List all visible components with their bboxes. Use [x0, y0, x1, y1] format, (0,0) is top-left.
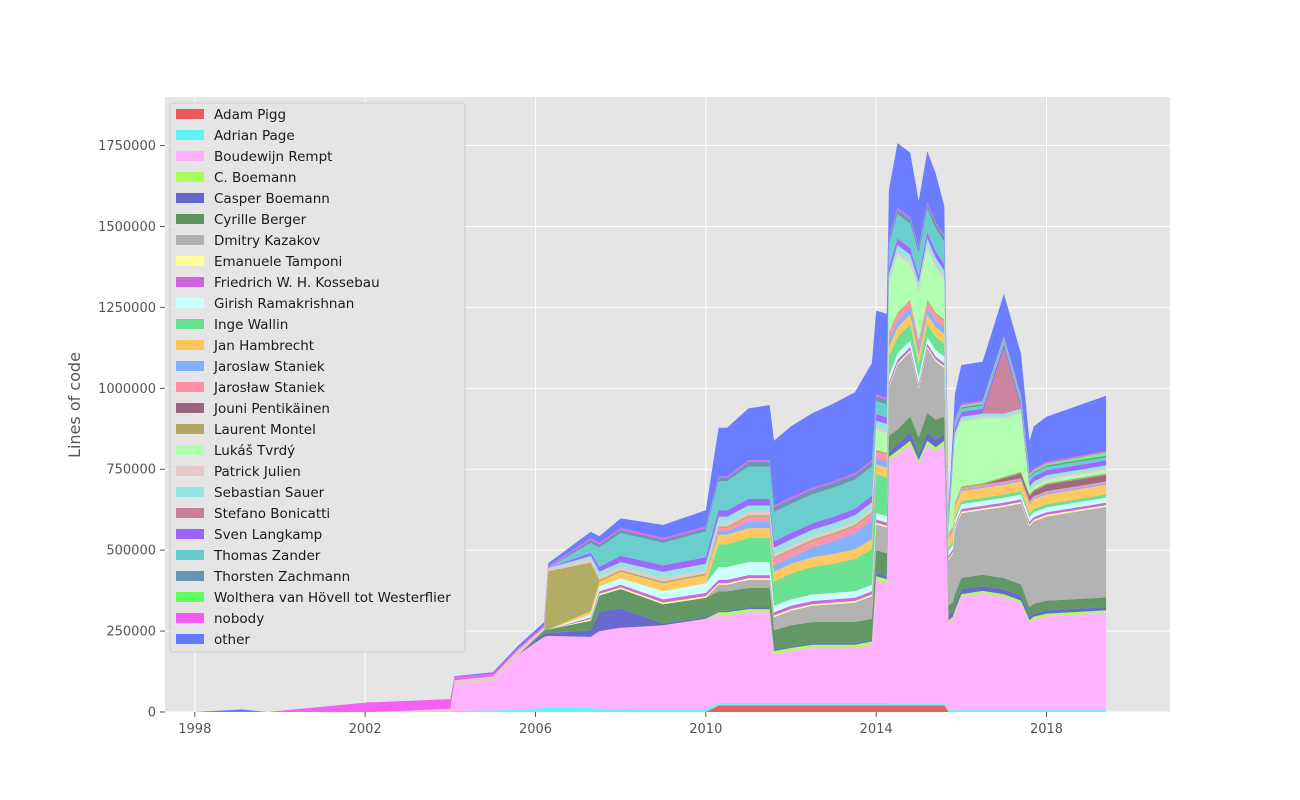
legend-label: Jarosław Staniek [213, 380, 325, 396]
legend-swatch [176, 340, 204, 350]
y-tick-label: 250000 [106, 625, 156, 640]
y-tick-label: 750000 [106, 463, 156, 478]
x-tick-label: 2010 [689, 722, 722, 737]
legend-label: Laurent Montel [214, 422, 316, 438]
legend-label: Emanuele Tamponi [214, 254, 342, 270]
y-tick-label: 1250000 [98, 301, 156, 316]
legend-label: Girish Ramakrishnan [214, 296, 354, 312]
legend-swatch [176, 403, 204, 413]
legend-swatch [176, 109, 204, 119]
legend-label: Boudewijn Rempt [214, 149, 332, 165]
x-tick-label: 2018 [1030, 722, 1063, 737]
legend-label: Adam Pigg [214, 107, 286, 123]
y-tick-label: 1750000 [98, 139, 156, 154]
legend-label: Friedrich W. H. Kossebau [214, 275, 380, 291]
legend-label: Wolthera van Hövell tot Westerflier [214, 590, 451, 606]
legend-swatch [176, 382, 204, 392]
legend-swatch [176, 277, 204, 287]
legend-label: nobody [214, 611, 264, 627]
area-series [194, 444, 1107, 712]
legend-swatch [176, 571, 204, 581]
legend-swatch [176, 151, 204, 161]
x-tick-label: 2014 [860, 722, 893, 737]
x-tick-label: 1998 [178, 722, 211, 737]
legend-label: Thorsten Zachmann [213, 569, 350, 585]
legend-swatch [176, 613, 204, 623]
legend-swatch [176, 529, 204, 539]
y-tick-label: 1500000 [98, 220, 156, 235]
legend-swatch [176, 172, 204, 182]
legend-label: other [214, 632, 250, 648]
legend-label: Casper Boemann [214, 191, 330, 207]
legend-swatch [176, 235, 204, 245]
y-axis-label: Lines of code [65, 352, 84, 458]
legend-label: Lukáš Tvrdý [214, 443, 295, 459]
legend-swatch [176, 130, 204, 140]
legend-label: Adrian Page [214, 128, 295, 144]
legend-label: Stefano Bonicatti [214, 506, 330, 522]
x-tick-label: 2006 [519, 722, 552, 737]
legend-swatch [176, 508, 204, 518]
legend-swatch [176, 634, 204, 644]
legend-swatch [176, 319, 204, 329]
legend-swatch [176, 424, 204, 434]
legend-label: Sven Langkamp [214, 527, 322, 543]
legend-frame [169, 102, 466, 653]
legend-label: Dmitry Kazakov [214, 233, 320, 249]
legend: Adam Pigg Adrian Page Boudewijn Rempt C. Bo… [169, 102, 466, 653]
x-tick-label: 2002 [349, 722, 382, 737]
legend-label: C. Boemann [214, 170, 296, 186]
legend-label: Inge Wallin [214, 317, 288, 333]
legend-swatch [176, 466, 204, 476]
legend-swatch [176, 592, 204, 602]
legend-swatch [176, 361, 204, 371]
legend-swatch [176, 445, 204, 455]
legend-label: Jouni Pentikäinen [213, 401, 330, 417]
legend-label: Cyrille Berger [214, 212, 307, 228]
legend-swatch [176, 550, 204, 560]
legend-label: Jaroslaw Staniek [213, 359, 325, 375]
y-tick-label: 1000000 [98, 382, 156, 397]
area-series [194, 702, 1107, 712]
area-series [194, 705, 1107, 712]
y-axis: 0 250000 500000 750000 1000000 1250000 1500000… [98, 139, 165, 721]
legend-swatch [176, 298, 204, 308]
y-tick-label: 500000 [106, 544, 156, 559]
legend-label: Patrick Julien [214, 464, 301, 480]
legend-swatch [176, 214, 204, 224]
legend-swatch [176, 256, 204, 266]
legend-label: Jan Hambrecht [213, 338, 314, 354]
legend-swatch [176, 487, 204, 497]
legend-label: Thomas Zander [213, 548, 321, 564]
y-tick-label: 0 [148, 706, 156, 721]
stacked-areas [194, 143, 1107, 713]
legend-swatch [176, 193, 204, 203]
x-axis: 1998 2002 2006 2010 2014 2018 [178, 712, 1063, 737]
legend-label: Sebastian Sauer [214, 485, 325, 501]
